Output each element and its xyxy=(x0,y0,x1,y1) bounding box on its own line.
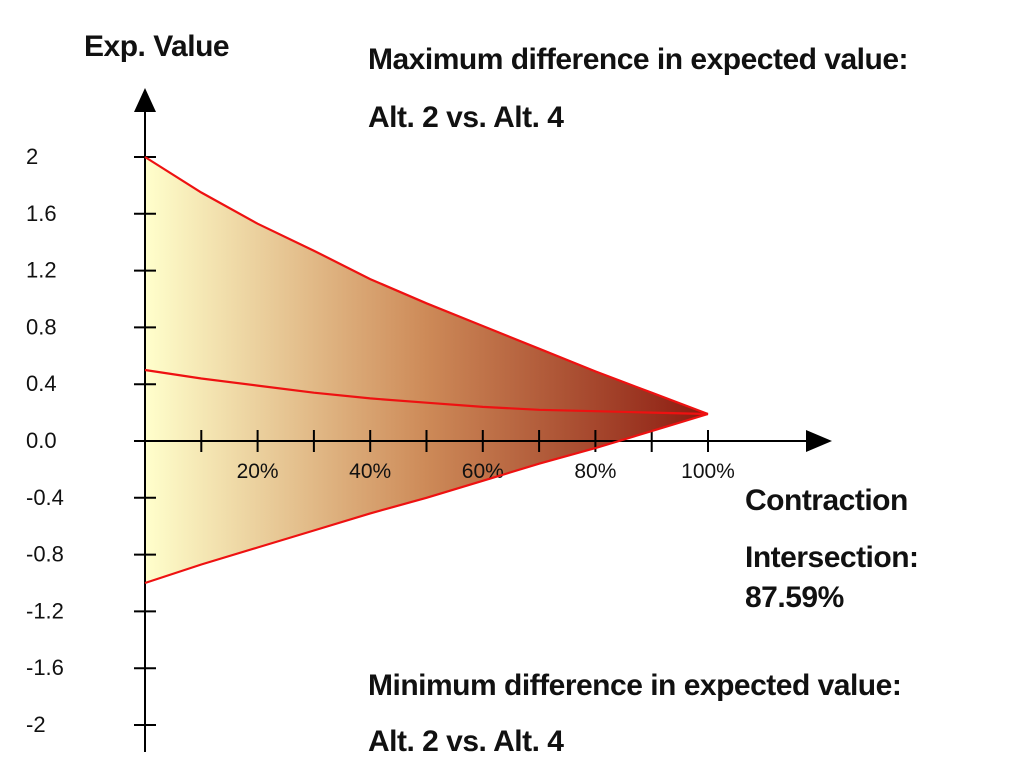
max-difference-title: Maximum difference in expected value: xyxy=(368,43,909,76)
intersection-value: 87.59% xyxy=(745,581,844,614)
y-tick-label: -1.6 xyxy=(26,655,64,680)
y-tick-label: 1.2 xyxy=(26,258,57,283)
y-tick-label: 0.0 xyxy=(26,428,57,453)
y-tick-label: 2 xyxy=(26,144,38,169)
min-difference-title: Minimum difference in expected value: xyxy=(368,669,902,702)
lower-bound-line xyxy=(144,412,709,585)
x-tick-label: 80% xyxy=(574,460,616,483)
y-axis-title: Exp. Value xyxy=(84,30,230,63)
x-axis-title: Contraction xyxy=(745,484,908,517)
intersection-label: Intersection: xyxy=(745,541,919,574)
y-tick-label: -1.2 xyxy=(26,598,64,623)
min-difference-alternatives: Alt. 2 vs. Alt. 4 xyxy=(368,725,564,758)
y-tick-label: -2 xyxy=(26,712,46,737)
x-tick-label: 20% xyxy=(237,460,279,483)
mean-line xyxy=(144,368,709,416)
y-tick-label: 0.8 xyxy=(26,314,57,339)
y-axis-arrow xyxy=(134,88,156,112)
y-tick-label: 0.4 xyxy=(26,371,57,396)
x-tick-label: 60% xyxy=(462,460,504,483)
y-tick-label: 1.6 xyxy=(26,201,57,226)
difference-area xyxy=(145,157,708,583)
x-tick-label: 40% xyxy=(349,460,391,483)
y-tick-label: -0.4 xyxy=(26,485,64,510)
upper-bound-line xyxy=(144,156,709,416)
x-axis-arrow xyxy=(806,430,832,452)
y-tick-label: -0.8 xyxy=(26,542,64,567)
x-tick-label: 100% xyxy=(681,460,735,483)
max-difference-alternatives: Alt. 2 vs. Alt. 4 xyxy=(368,101,564,134)
